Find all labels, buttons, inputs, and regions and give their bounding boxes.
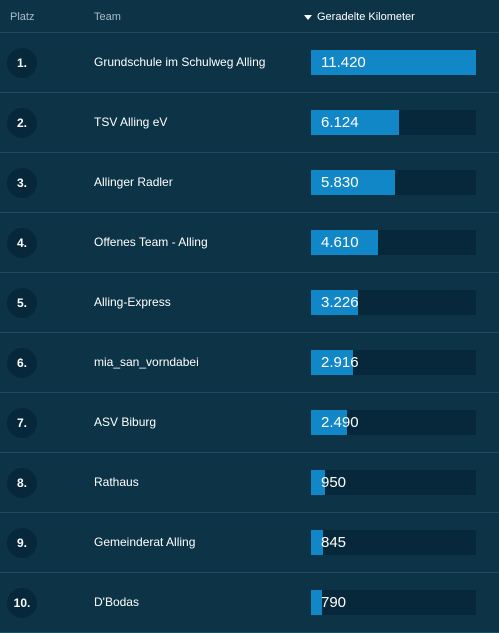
km-bar-fill bbox=[311, 590, 323, 615]
team-name: mia_san_vorndabei bbox=[94, 355, 199, 369]
table-row[interactable]: 9. Gemeinderat Alling 845 bbox=[0, 513, 499, 573]
column-header-platz[interactable]: Platz bbox=[10, 11, 35, 23]
km-bar: 950 bbox=[311, 470, 476, 495]
rank-badge: 2. bbox=[7, 108, 37, 138]
rank-badge: 3. bbox=[7, 168, 37, 198]
rank-badge: 1. bbox=[7, 48, 37, 78]
km-value: 6.124 bbox=[321, 114, 359, 131]
km-bar: 5.830 bbox=[311, 170, 476, 195]
team-name: Allinger Radler bbox=[94, 175, 173, 189]
table-header: Platz Team Geradelte Kilometer bbox=[0, 0, 499, 33]
km-bar-fill bbox=[311, 290, 358, 315]
ranking-list: 1. Grundschule im Schulweg Alling 11.420… bbox=[0, 33, 499, 633]
km-value: 2.916 bbox=[321, 354, 359, 371]
km-bar: 2.916 bbox=[311, 350, 476, 375]
team-name: Rathaus bbox=[94, 475, 139, 489]
column-header-kilometer-label: Geradelte Kilometer bbox=[317, 11, 415, 23]
km-value: 3.226 bbox=[321, 294, 359, 311]
rank-badge: 10. bbox=[7, 588, 37, 618]
team-name: Alling-Express bbox=[94, 295, 171, 309]
km-bar-fill bbox=[311, 410, 347, 435]
team-name: ASV Biburg bbox=[94, 415, 157, 429]
team-name: D'Bodas bbox=[94, 595, 139, 609]
km-value: 790 bbox=[321, 594, 347, 611]
km-bar-fill bbox=[311, 530, 324, 555]
table-row[interactable]: 6. mia_san_vorndabei 2.916 bbox=[0, 333, 499, 393]
table-row[interactable]: 10. D'Bodas 790 bbox=[0, 573, 499, 633]
rank-badge: 7. bbox=[7, 408, 37, 438]
caret-down-icon[interactable] bbox=[304, 14, 312, 20]
km-bar-fill bbox=[311, 350, 354, 375]
table-row[interactable]: 3. Allinger Radler 5.830 bbox=[0, 153, 499, 213]
km-bar-fill bbox=[311, 170, 396, 195]
table-row[interactable]: 8. Rathaus 950 bbox=[0, 453, 499, 513]
km-bar: 4.610 bbox=[311, 230, 476, 255]
column-header-kilometer[interactable]: Geradelte Kilometer bbox=[304, 11, 415, 23]
km-value: 4.610 bbox=[321, 234, 359, 251]
km-value: 5.830 bbox=[321, 174, 359, 191]
table-row[interactable]: 7. ASV Biburg 2.490 bbox=[0, 393, 499, 453]
km-bar: 11.420 bbox=[311, 50, 476, 75]
km-bar: 2.490 bbox=[311, 410, 476, 435]
km-value: 2.490 bbox=[321, 414, 359, 431]
km-bar: 3.226 bbox=[311, 290, 476, 315]
km-bar: 845 bbox=[311, 530, 476, 555]
team-name: TSV Alling eV bbox=[94, 115, 168, 129]
rank-badge: 6. bbox=[7, 348, 37, 378]
km-bar-fill bbox=[311, 470, 325, 495]
km-bar: 790 bbox=[311, 590, 476, 615]
km-value: 11.420 bbox=[321, 54, 366, 71]
table-row[interactable]: 5. Alling-Express 3.226 bbox=[0, 273, 499, 333]
rank-badge: 8. bbox=[7, 468, 37, 498]
column-header-team[interactable]: Team bbox=[94, 11, 121, 23]
km-value: 845 bbox=[321, 534, 347, 551]
km-bar-fill bbox=[311, 230, 378, 255]
rank-badge: 5. bbox=[7, 288, 37, 318]
table-row[interactable]: 4. Offenes Team - Alling 4.610 bbox=[0, 213, 499, 273]
table-row[interactable]: 1. Grundschule im Schulweg Alling 11.420 bbox=[0, 33, 499, 93]
km-value: 950 bbox=[321, 474, 347, 491]
rank-badge: 4. bbox=[7, 228, 37, 258]
rank-badge: 9. bbox=[7, 528, 37, 558]
team-name: Grundschule im Schulweg Alling bbox=[94, 55, 266, 69]
km-bar-fill bbox=[311, 50, 476, 75]
km-bar: 6.124 bbox=[311, 110, 476, 135]
team-name: Offenes Team - Alling bbox=[94, 235, 208, 249]
km-bar-fill bbox=[311, 110, 400, 135]
team-name: Gemeinderat Alling bbox=[94, 535, 196, 549]
table-row[interactable]: 2. TSV Alling eV 6.124 bbox=[0, 93, 499, 153]
